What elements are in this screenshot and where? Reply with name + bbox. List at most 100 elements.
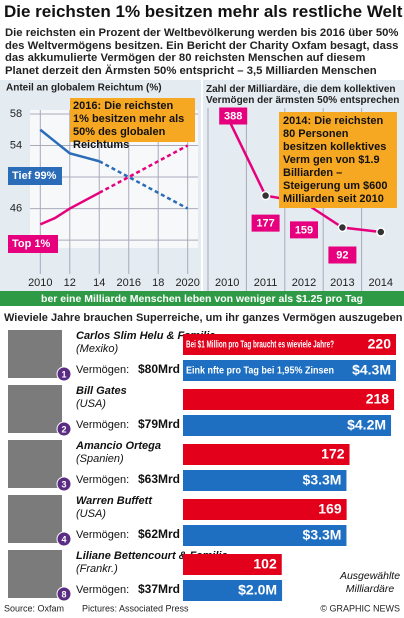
person-name: Bill Gates — [76, 385, 127, 397]
photo — [8, 330, 62, 378]
rank: 3 — [61, 479, 66, 489]
legend-box — [8, 235, 58, 253]
person-origin: (USA) — [76, 508, 106, 520]
x-tick-label: 2011 — [254, 277, 278, 289]
x-tick-label: 2016 — [116, 277, 140, 289]
x-tick-label: 2010 — [28, 277, 52, 289]
x-tick-label: 14 — [93, 277, 105, 289]
bar — [183, 444, 350, 465]
wealth: $79Mrd — [138, 417, 180, 431]
annotation: 2014: Die reichsten 80 Personen besitzen… — [279, 112, 397, 208]
x-tick-label: 2013 — [330, 277, 354, 289]
y-tick-label: 58 — [10, 108, 22, 120]
y-tick-label: 54 — [10, 139, 22, 151]
value-label: 220 — [368, 336, 392, 352]
wealth: $37Mrd — [138, 582, 180, 596]
value-label: $4.3M — [352, 362, 391, 378]
rank-badge — [56, 476, 72, 492]
x-tick-label: 2010 — [215, 277, 239, 289]
photo — [8, 385, 62, 433]
point — [376, 227, 386, 237]
legend-label: Eink nfte pro Tag bei 1,95% Zinsen — [186, 366, 334, 377]
rank: 4 — [61, 534, 66, 544]
person-name: Warren Buffett — [76, 495, 153, 507]
x-tick-label: 12 — [64, 277, 76, 289]
x-tick-label: 2020 — [175, 277, 199, 289]
value-label: 92 — [336, 249, 348, 261]
rank: 8 — [61, 589, 66, 599]
value-label: 159 — [295, 224, 313, 236]
value-label: 102 — [253, 556, 277, 572]
rank-badge — [56, 531, 72, 547]
label-box — [290, 221, 318, 239]
chart-title: Wieviele Jahre brauchen Superreiche, um … — [4, 312, 403, 324]
legend-label: Top 1% — [12, 238, 51, 250]
bar — [183, 580, 283, 601]
x-tick-label: 18 — [152, 277, 164, 289]
x-tick-label: 2012 — [292, 277, 316, 289]
series-line — [39, 128, 100, 163]
wealth-label: Vermögen: — [76, 474, 129, 486]
wealth-label: Vermögen: — [76, 364, 129, 376]
wealth-label: Vermögen: — [76, 419, 129, 431]
value-label: 218 — [366, 391, 390, 407]
value-label: 172 — [321, 446, 345, 462]
person-name: Carlos Slim Helu & Familie — [76, 330, 215, 342]
photo — [8, 550, 62, 598]
bar — [183, 554, 282, 575]
value-label: $3.3M — [303, 472, 342, 488]
value-label: 177 — [256, 218, 274, 230]
value-label: $3.3M — [303, 527, 342, 543]
bar — [183, 334, 396, 355]
rank-badge — [56, 421, 72, 437]
wealth-label: Vermögen: — [76, 529, 129, 541]
series-line — [98, 160, 189, 210]
rank-badge — [56, 586, 72, 602]
person-origin: (USA) — [76, 398, 106, 410]
series-line — [39, 191, 100, 226]
subtitle: Die reichsten ein Prozent der Weltbevölk… — [5, 27, 399, 77]
wealth: $63Mrd — [138, 472, 180, 486]
banner: ber eine Milliarde Menschen leben von we… — [41, 293, 363, 305]
x-tick-label: 2014 — [369, 277, 393, 289]
wealth: $62Mrd — [138, 527, 180, 541]
rank-badge — [56, 366, 72, 382]
label-box — [251, 214, 280, 232]
rank: 1 — [61, 369, 66, 379]
bar — [183, 499, 347, 520]
source: Source: Oxfam — [4, 603, 64, 613]
series-line — [98, 144, 189, 194]
point — [337, 222, 348, 233]
y-tick-label: 46 — [10, 202, 22, 214]
person-name: Amancio Ortega — [75, 440, 161, 452]
wealth-label: Vermögen: — [76, 584, 129, 596]
chart-title: Zahl der Milliardäre, die dem kollektive… — [206, 84, 400, 106]
pictures: Pictures: Associated Press — [82, 603, 189, 613]
bar — [183, 470, 347, 491]
wealth: $80Mrd — [138, 362, 180, 376]
bar — [183, 360, 396, 381]
note: Ausgewählte Milliardäre — [339, 570, 401, 595]
bar — [183, 415, 392, 436]
photo — [8, 495, 62, 543]
chart-title: Anteil an globalem Reichtum (%) — [6, 83, 162, 94]
value-label: $2.0M — [238, 582, 277, 598]
annotation: 2016: Die reichsten 1% besitzen mehr als… — [70, 98, 195, 151]
value-label: 388 — [224, 110, 242, 122]
credit: © GRAPHIC NEWS — [320, 603, 400, 613]
bar — [183, 389, 395, 410]
rank: 2 — [61, 424, 66, 434]
legend-label: Bei $1 Million pro Tag braucht es wievie… — [186, 340, 334, 351]
value-label: $4.2M — [347, 417, 386, 433]
label-box — [219, 107, 248, 125]
title: Die reichsten 1% besitzen mehr als restl… — [4, 2, 403, 21]
person-origin: (Frankr.) — [76, 563, 118, 575]
banner-bg — [0, 291, 404, 306]
legend-label: Tief 99% — [12, 170, 57, 182]
person-origin: (Spanien) — [76, 453, 124, 465]
person-origin: (Mexiko) — [76, 343, 119, 355]
photo — [8, 440, 62, 488]
point — [260, 190, 271, 201]
bar — [183, 525, 347, 546]
